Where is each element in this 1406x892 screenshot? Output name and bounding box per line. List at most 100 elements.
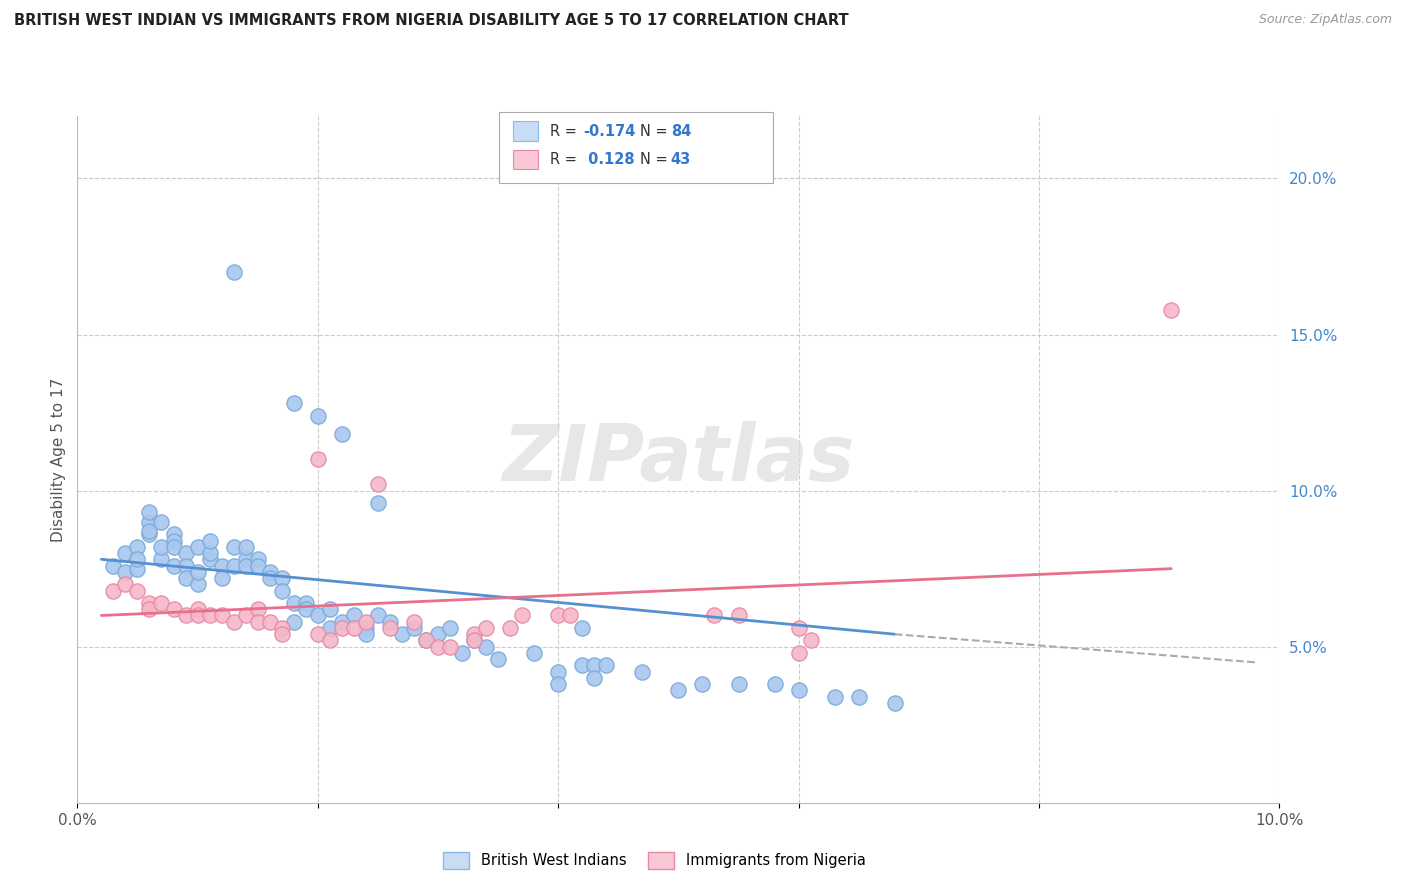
Point [463,633,485,648]
Point [330,615,353,629]
Point [475,640,498,654]
Point [222,265,245,279]
Point [631,665,654,679]
Text: -0.174: -0.174 [583,124,636,138]
Point [571,621,593,635]
Point [283,596,305,610]
Y-axis label: Disability Age 5 to 17: Disability Age 5 to 17 [51,377,66,541]
Point [211,558,233,573]
Point [727,608,749,623]
Text: ZIPatlas: ZIPatlas [502,421,855,498]
Point [127,552,149,566]
Point [463,633,485,648]
Text: 0.128: 0.128 [583,153,636,167]
Point [330,621,353,635]
Point [463,627,485,641]
Point [427,640,450,654]
Point [162,558,184,573]
Point [547,608,569,623]
Point [307,409,329,423]
Point [367,477,389,491]
Point [174,546,197,560]
Point [727,677,749,691]
Point [475,621,498,635]
Point [114,546,136,560]
Point [235,608,257,623]
Point [138,602,160,616]
Point [486,652,509,666]
Point [883,696,905,710]
Point [415,633,437,648]
Point [848,690,870,704]
Point [222,615,245,629]
Point [127,583,149,598]
Point [378,615,401,629]
Point [510,608,533,623]
Point [343,621,366,635]
Point [583,658,606,673]
Point [583,671,606,685]
Point [824,690,846,704]
Point [668,683,690,698]
Point [523,646,546,660]
Point [138,527,160,541]
Point [162,527,184,541]
Point [571,658,593,673]
Point [174,558,197,573]
Point [198,608,221,623]
Point [439,621,461,635]
Point [378,621,401,635]
Point [354,627,377,641]
Point [187,565,209,579]
Text: R =: R = [550,124,581,138]
Point [138,596,160,610]
Point [402,615,425,629]
Point [283,396,305,410]
Point [162,533,184,548]
Point [246,552,269,566]
Point [270,571,292,585]
Point [246,602,269,616]
Point [547,677,569,691]
Point [1160,302,1182,317]
Legend: British West Indians, Immigrants from Nigeria: British West Indians, Immigrants from Ni… [437,846,872,874]
Point [138,505,160,519]
Point [150,540,173,554]
Point [402,621,425,635]
Point [162,540,184,554]
Point [246,558,269,573]
Point [319,621,342,635]
Point [198,533,221,548]
Point [283,615,305,629]
Point [800,633,823,648]
Point [211,608,233,623]
Point [211,571,233,585]
Point [319,633,342,648]
Point [103,558,125,573]
Point [499,621,522,635]
Point [294,596,316,610]
Point [222,558,245,573]
Point [150,515,173,529]
Point [127,540,149,554]
Point [307,452,329,467]
Point [595,658,617,673]
Point [703,608,725,623]
Point [307,627,329,641]
Text: N =: N = [640,153,672,167]
Point [427,627,450,641]
Point [439,640,461,654]
Point [294,602,316,616]
Text: Source: ZipAtlas.com: Source: ZipAtlas.com [1258,13,1392,27]
Point [367,496,389,510]
Point [763,677,786,691]
Point [138,515,160,529]
Point [114,577,136,591]
Point [174,571,197,585]
Point [187,540,209,554]
Text: 43: 43 [671,153,690,167]
Point [270,627,292,641]
Point [787,646,810,660]
Point [198,552,221,566]
Point [235,558,257,573]
